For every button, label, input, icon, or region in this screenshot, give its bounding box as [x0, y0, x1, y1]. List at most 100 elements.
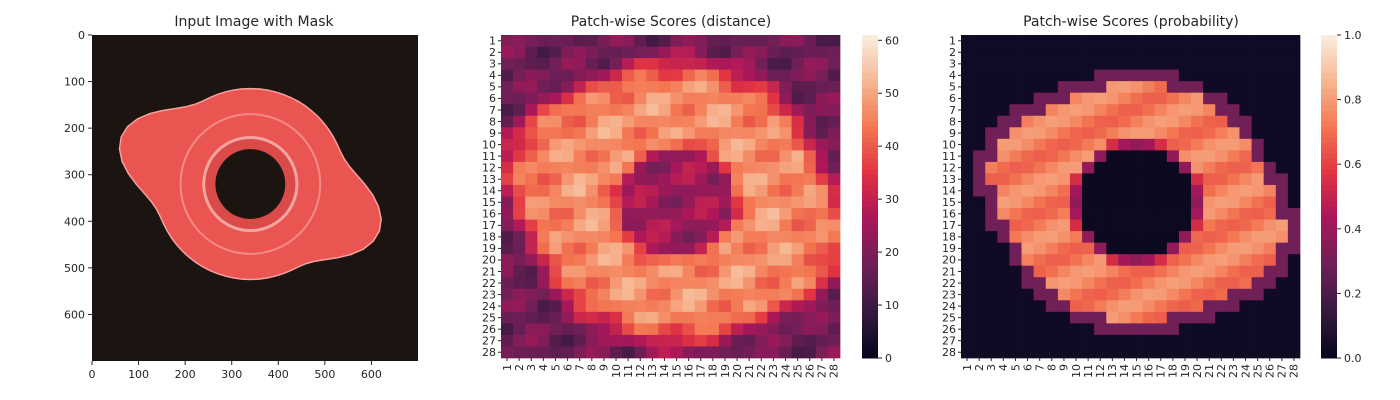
distance-cell: [622, 81, 635, 94]
probability-cell: [1166, 150, 1180, 163]
probability-cell: [1009, 127, 1022, 140]
distance-cell: [694, 265, 708, 278]
probability-cell: [1057, 127, 1071, 140]
probability-cell: [1287, 334, 1301, 347]
probability-cell: [1118, 323, 1131, 336]
probability-cell: [1239, 265, 1252, 278]
probability-cell: [961, 35, 974, 47]
probability-cell: [1203, 346, 1216, 359]
distance-cell: [755, 46, 768, 59]
distance-colorbar-tick-label: 30: [885, 193, 899, 206]
probability-cell: [1130, 242, 1143, 255]
probability-cell: [961, 311, 974, 324]
distance-cell: [767, 173, 780, 186]
distance-cell: [646, 138, 659, 151]
distance-cell: [827, 231, 841, 243]
probability-cell: [997, 173, 1010, 186]
probability-cell: [1215, 265, 1228, 278]
distance-cell: [561, 334, 574, 347]
probability-colorbar-gradient-step: [1321, 341, 1337, 348]
probability-cell: [1154, 311, 1168, 324]
distance-cell: [537, 311, 550, 324]
probability-row-tick-label: 3: [949, 58, 956, 71]
distance-col-tick-label: 28: [828, 364, 841, 378]
probability-cell: [1033, 161, 1047, 174]
probability-cell: [1263, 58, 1277, 70]
distance-cell: [694, 104, 708, 117]
probability-cell: [973, 265, 986, 278]
distance-cell: [755, 150, 768, 163]
distance-row-tick-label: 16: [482, 208, 496, 221]
probability-cell: [1178, 69, 1192, 82]
distance-cell: [803, 265, 817, 278]
probability-col-tick-label: 14: [1118, 364, 1131, 378]
probability-cell: [1045, 265, 1059, 278]
probability-colorbar-gradient-step: [1321, 131, 1337, 138]
distance-cell: [609, 346, 623, 359]
probability-cell: [1227, 231, 1240, 243]
probability-cell: [1130, 346, 1143, 359]
probability-cell: [1069, 81, 1083, 94]
probability-cell: [1057, 92, 1071, 105]
probability-row-tick-label: 18: [942, 231, 956, 244]
probability-colorbar-gradient-step: [1321, 99, 1337, 106]
probability-colorbar-gradient-step: [1321, 104, 1337, 111]
distance-cell: [779, 81, 792, 94]
probability-cell: [1251, 231, 1265, 243]
probability-row-tick-label: 14: [942, 185, 956, 198]
probability-col-tick-label: 11: [1082, 364, 1095, 378]
probability-cell: [1057, 58, 1071, 70]
probability-cell: [1263, 173, 1277, 186]
distance-cell: [670, 127, 683, 140]
probability-row-tick-label: 28: [942, 346, 956, 359]
probability-cell: [1045, 138, 1059, 151]
distance-cell: [634, 208, 647, 220]
probability-cell: [1033, 127, 1047, 140]
distance-cell: [585, 219, 599, 232]
distance-cell: [755, 161, 768, 174]
probability-cell: [1239, 323, 1252, 336]
distance-row-tick-label: 22: [482, 277, 496, 290]
distance-colorbar-tick-label: 50: [885, 87, 899, 100]
probability-cell: [1275, 115, 1289, 128]
probability-cell: [1203, 173, 1216, 186]
distance-cell: [755, 104, 768, 117]
probability-cell: [1118, 288, 1131, 301]
probability-cell: [1021, 104, 1034, 117]
distance-cell: [682, 288, 696, 301]
distance-cell: [609, 46, 623, 59]
distance-cell: [513, 196, 526, 209]
distance-cell: [803, 219, 817, 232]
probability-cell: [1142, 288, 1156, 301]
distance-cell: [622, 311, 635, 324]
probability-colorbar-gradient-step: [1321, 347, 1337, 354]
probability-cell: [1142, 265, 1156, 278]
probability-cell: [1094, 104, 1107, 117]
distance-colorbar-gradient-step: [862, 314, 878, 321]
distance-cell: [803, 35, 817, 47]
distance-cell: [513, 208, 526, 220]
distance-cell: [561, 288, 574, 301]
distance-cell: [658, 58, 671, 70]
probability-cell: [973, 92, 986, 105]
distance-cell: [718, 288, 732, 301]
distance-cell: [743, 231, 756, 243]
probability-cell: [1057, 288, 1071, 301]
probability-colorbar-tick-label: 0.8: [1344, 94, 1362, 107]
distance-row-tick-label: 14: [482, 185, 496, 198]
distance-colorbar-gradient-step: [862, 158, 878, 165]
distance-cell: [791, 150, 805, 163]
distance-cell: [525, 104, 538, 117]
distance-cell: [694, 277, 708, 290]
probability-cell: [1227, 46, 1240, 59]
probability-cell: [1082, 161, 1095, 174]
distance-row-tick-label: 28: [482, 346, 496, 359]
probability-colorbar-gradient-step: [1321, 191, 1337, 197]
probability-cell: [1045, 311, 1059, 324]
probability-cell: [1215, 300, 1228, 313]
distance-colorbar-gradient-step: [862, 228, 878, 235]
probability-cell: [1082, 300, 1095, 313]
distance-col-tick-label: 22: [755, 364, 768, 378]
probability-cell: [1033, 277, 1047, 290]
